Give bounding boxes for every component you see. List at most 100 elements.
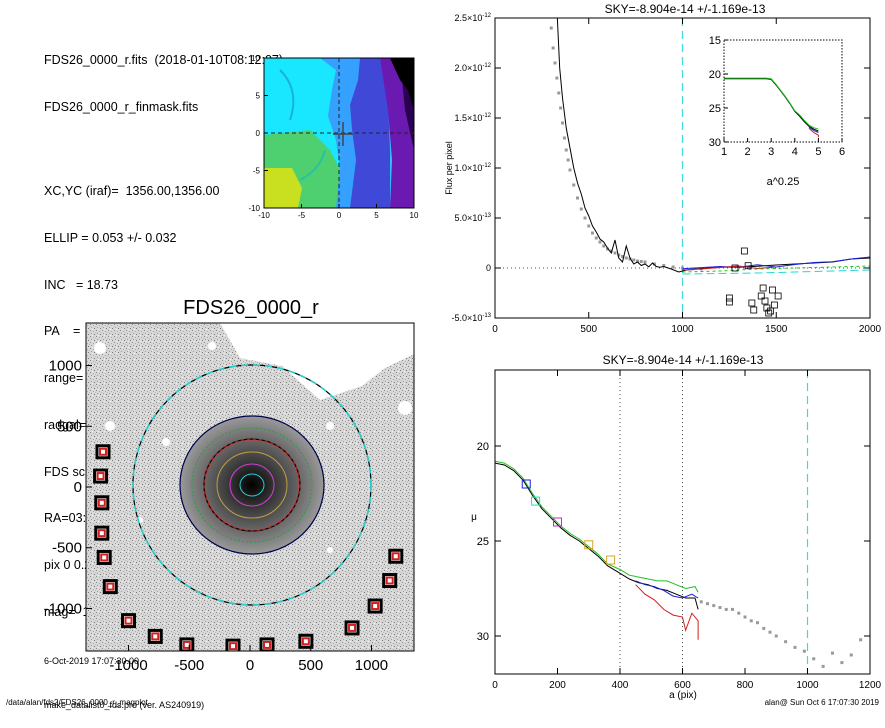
- mask-box-inner: [96, 472, 105, 481]
- param-line: ELLIP = 0.053 +/- 0.032: [44, 230, 177, 245]
- mini-map-xticks: -10 -5 0 5 10: [258, 204, 419, 220]
- sb-profile-title: SKY=-8.904e-14 +/-1.169e-13: [603, 353, 764, 367]
- flux-profile-axes: 0 500 1000 1500 2000 2.5×10-12 2.0×10-12 1.5×10…: [452, 13, 882, 335]
- mask-box-inner: [99, 447, 108, 456]
- gray-point: [662, 264, 666, 267]
- open-square-point: [770, 301, 778, 309]
- mask-box: [121, 613, 137, 629]
- footer-path: /data/alan/fds2/FDS26_0000_r_magplot: [6, 698, 148, 707]
- gray-point: [624, 256, 628, 260]
- mask-box: [388, 548, 404, 564]
- sb-gray-point: [774, 634, 778, 638]
- galaxy-xtick-label: 500: [298, 657, 323, 674]
- mask-box-inner: [391, 552, 400, 561]
- gray-point: [621, 255, 624, 258]
- galaxy-ytick-label: 0: [74, 479, 82, 496]
- gray-point: [602, 244, 606, 248]
- sb-gray-point: [859, 638, 863, 642]
- sb-gray-point: [821, 664, 825, 668]
- flux-ytick-label: 0: [486, 263, 491, 273]
- gray-point: [572, 183, 576, 187]
- open-square-point: [750, 306, 758, 314]
- inset-ytick-label: 15: [709, 35, 721, 47]
- mask-box-inner: [124, 616, 133, 625]
- inset-frame: [723, 39, 843, 143]
- mini-map-xtick-label: -10: [258, 211, 270, 220]
- open-square-point: [740, 247, 748, 255]
- mini-map-xtick-label: 5: [374, 211, 379, 220]
- galaxy-ytick-label: -500: [52, 540, 82, 557]
- inset-xtick-label: 4: [792, 146, 798, 158]
- galaxy-image-plot: [86, 323, 414, 651]
- gray-point: [566, 158, 570, 162]
- sb-xtick-label: 1000: [796, 680, 819, 691]
- sb-series-line: [635, 580, 699, 599]
- gray-point: [561, 121, 564, 125]
- sb-marker: [531, 496, 541, 506]
- galaxy-xtick-label: 0: [246, 657, 254, 674]
- flux-ytick-label: 2.5×10-12: [455, 13, 492, 23]
- gray-point: [639, 260, 643, 263]
- open-square-point: [767, 307, 775, 315]
- flux-xtick-label: 2000: [859, 324, 882, 335]
- gray-point: [555, 76, 559, 80]
- sb-gray-point: [706, 602, 709, 606]
- sb-marker: [606, 555, 616, 565]
- sb-gray-point: [840, 661, 844, 665]
- sb-ytick-label: 25: [477, 536, 489, 548]
- mini-map-ytick-label: 5: [256, 92, 261, 101]
- gray-point: [613, 251, 617, 255]
- gray-point: [652, 262, 656, 266]
- mask-box: [147, 628, 163, 644]
- mask-box: [102, 579, 118, 595]
- sb-gray-point: [756, 621, 759, 625]
- inset-series-line: [724, 77, 819, 130]
- sb-profile-ylabel: μ: [471, 512, 477, 523]
- mini-map-ytick-label: -10: [248, 204, 260, 213]
- gray-point: [671, 265, 675, 269]
- flux-inset-axes: 1 2 3 4 5 6 15 20 25 30: [709, 35, 845, 158]
- gray-point: [568, 168, 572, 172]
- flux-ytick-label: 1.0×10-12: [455, 163, 492, 173]
- gray-point: [549, 26, 553, 30]
- sb-gray-point: [724, 607, 728, 611]
- galaxy-title: FDS26_0000_r: [183, 297, 319, 319]
- flux-profile-title: SKY=-8.904e-14 +/-1.169e-13: [605, 2, 766, 16]
- gray-point: [643, 260, 647, 264]
- mask-box-inner: [106, 582, 115, 591]
- flux-inset-xlabel: a^0.25: [767, 176, 800, 188]
- sb-xtick-label: 400: [612, 680, 629, 691]
- flux-xtick-label: 1500: [765, 324, 788, 335]
- flux-series-line: [682, 265, 777, 271]
- gray-point: [564, 148, 568, 152]
- mask-box: [382, 573, 398, 589]
- gray-point: [591, 231, 594, 235]
- mask-box: [95, 444, 111, 460]
- flux-profile-series: [495, 18, 870, 318]
- mini-map-xtick-label: 0: [337, 211, 342, 220]
- gray-point: [587, 224, 591, 228]
- inset-xtick-label: 5: [815, 146, 821, 158]
- mask-box: [367, 598, 383, 614]
- mini-map-xtick-label: 10: [410, 211, 419, 220]
- flux-profile-ylabel: Flux per pixel: [444, 141, 454, 195]
- mini-map-yticks: 10 5 0 -5 -10: [248, 54, 268, 213]
- sb-gray-point: [699, 600, 703, 604]
- sb-profile-xlabel: a (pix): [669, 690, 697, 701]
- sb-gray-point: [743, 615, 747, 619]
- mask-box-inner: [348, 623, 357, 632]
- sb-gray-point: [812, 657, 816, 661]
- flux-xtick-label: 1000: [671, 324, 694, 335]
- sb-gray-point: [718, 606, 722, 609]
- run-date: 6-Oct-2019 17:07:30.00: [44, 655, 140, 666]
- open-square-point: [748, 299, 756, 307]
- mask-box: [96, 549, 112, 565]
- galaxy-xticks: -1000 -500 0 500 1000: [109, 645, 388, 674]
- sb-xtick-label: 200: [549, 680, 566, 691]
- sb-xtick-label: 600: [674, 680, 691, 691]
- gray-point: [628, 257, 632, 261]
- flux-series-line: [682, 265, 870, 273]
- gray-point: [562, 136, 566, 140]
- gray-point: [579, 207, 583, 211]
- inset-xtick-label: 2: [745, 146, 751, 158]
